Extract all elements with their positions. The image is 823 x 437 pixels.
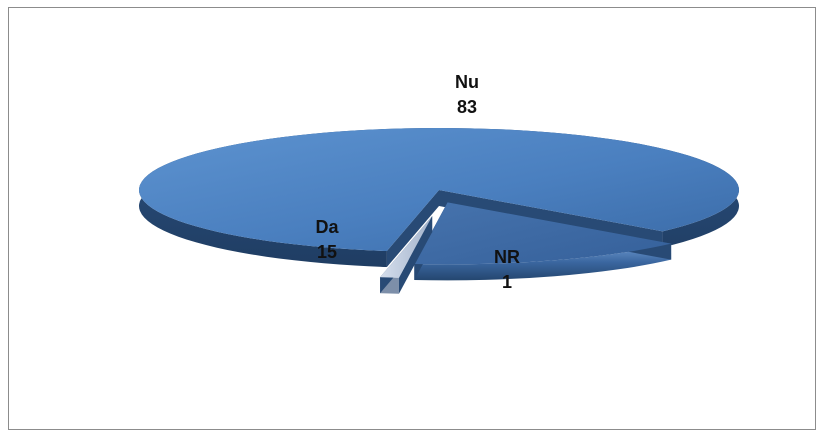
data-label-value-nu: 83	[457, 97, 477, 117]
slice-da	[414, 202, 672, 281]
chart-frame: Nu 83 Da 15 NR 1	[8, 7, 816, 430]
data-label-category-da: Da	[315, 217, 339, 237]
slice-top-da	[414, 202, 672, 265]
data-label-category-nr: NR	[494, 247, 520, 267]
slice-side-da	[414, 243, 672, 281]
slice-top-nu	[139, 128, 740, 252]
slice-top-nr	[380, 216, 433, 278]
data-label-value-nr: 1	[502, 272, 512, 292]
data-label-value-da: 15	[317, 242, 337, 262]
slice-nr	[380, 216, 433, 294]
slice-wall-nu-0	[386, 190, 439, 268]
pie-chart: Nu 83 Da 15 NR 1	[139, 72, 740, 294]
data-label-category-nu: Nu	[455, 72, 479, 92]
